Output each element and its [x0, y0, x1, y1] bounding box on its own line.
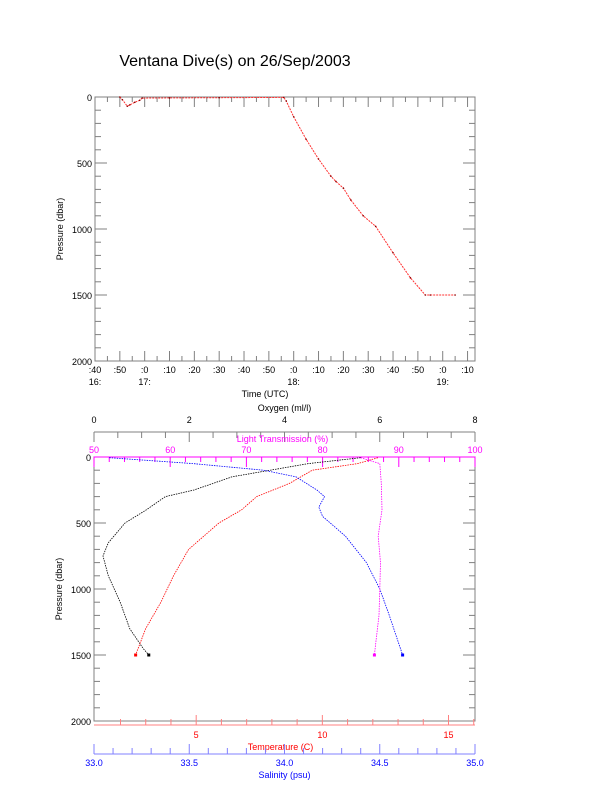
- x-tick-label: :0: [439, 365, 447, 375]
- track-point: [292, 116, 295, 118]
- figure-title: Ventana Dive(s) on 26/Sep/2003: [119, 53, 350, 70]
- y-tick-label: 500: [76, 519, 91, 529]
- track-point: [335, 180, 337, 183]
- oxygen-axis-label: Oxygen (ml/l): [258, 403, 312, 413]
- profile-chart: 0 500 1000 1500 2000 Pressure (dbar) 0 2 4 6 8 Oxyg…: [54, 403, 484, 780]
- temperature-end-marker: [134, 653, 138, 657]
- track-point: [218, 96, 220, 99]
- light-tick-label: 90: [394, 445, 404, 455]
- x-tick-label: :30: [362, 365, 375, 375]
- track-point: [362, 215, 365, 217]
- y-axis-label: Pressure (dbar): [54, 558, 64, 621]
- y-tick-label: 1000: [71, 585, 91, 595]
- plot-frame: [93, 456, 476, 722]
- y-tick-label: 1500: [71, 651, 91, 661]
- track-point: [392, 251, 394, 254]
- temperature-profile-line: [135, 457, 379, 656]
- salinity-tick-label: 35.0: [466, 758, 484, 768]
- oxygen-end-marker: [147, 653, 151, 657]
- x-tick-label: :50: [412, 365, 425, 375]
- x-tick-label: :50: [114, 365, 127, 375]
- x-hour-label: 17:: [138, 377, 151, 387]
- x-tick-label: :10: [312, 365, 325, 375]
- x-tick-label: :0: [290, 365, 298, 375]
- x-tick-label: :10: [461, 365, 474, 375]
- x-tick-label: :40: [238, 365, 251, 375]
- track-point: [424, 294, 427, 296]
- light-profile-line: [360, 457, 383, 656]
- x-hour-label: 18:: [287, 377, 300, 387]
- light-tick-label: 80: [318, 445, 328, 455]
- x-tick-label: :30: [213, 365, 226, 375]
- track-point: [128, 104, 131, 106]
- oxygen-tick-label: 8: [472, 415, 477, 425]
- x-axis-label: Time (UTC): [242, 389, 289, 399]
- salinity-end-marker: [401, 653, 405, 657]
- track-point: [350, 199, 352, 201]
- y-tick-label: 500: [77, 159, 92, 169]
- salinity-axis-label: Salinity (psu): [258, 770, 310, 780]
- salinity-tick-label: 33.0: [85, 758, 103, 768]
- y-tick-label: 1000: [72, 225, 92, 235]
- time-chart: 0 500 1000 1500 2000 Pressure (dbar) :40 16: :50…: [55, 93, 476, 399]
- light-tick-label: 60: [165, 445, 175, 455]
- light-tick-label: 50: [89, 445, 99, 455]
- track-point: [282, 96, 285, 99]
- oxygen-tick-label: 2: [187, 415, 192, 425]
- light-end-marker: [372, 653, 376, 657]
- x-tick-label: :20: [188, 365, 201, 375]
- track-point: [429, 294, 432, 296]
- y-tick-label: 2000: [72, 357, 92, 367]
- temperature-tick-label: 10: [317, 730, 327, 740]
- track-point: [121, 98, 124, 101]
- track-point: [138, 99, 141, 102]
- track-point: [126, 105, 129, 108]
- x-tick-label: :20: [337, 365, 350, 375]
- y-tick-label: 0: [86, 453, 91, 463]
- light-axis-label: Light Transmission (%): [237, 434, 329, 444]
- temperature-tick-label: 5: [194, 730, 199, 740]
- light-tick-label: 70: [241, 445, 251, 455]
- light-tick-label: 100: [467, 445, 482, 455]
- x-hour-label: 16:: [89, 377, 102, 387]
- salinity-tick-label: 33.5: [180, 758, 198, 768]
- x-hour-label: 19:: [436, 377, 449, 387]
- pressure-track-line: [119, 96, 456, 296]
- track-point: [317, 158, 320, 160]
- oxygen-tick-label: 4: [282, 415, 287, 425]
- track-point: [119, 96, 121, 98]
- oxygen-tick-label: 6: [377, 415, 382, 425]
- x-tick-label: :40: [387, 365, 400, 375]
- track-point: [305, 138, 307, 141]
- salinity-profile-line: [109, 457, 403, 656]
- track-point: [330, 175, 332, 177]
- salinity-tick-label: 34.0: [276, 758, 294, 768]
- track-point: [374, 225, 377, 228]
- y-axis-label: Pressure (dbar): [55, 198, 65, 261]
- plot-frame: [94, 96, 476, 362]
- temperature-axis-label: Temperature (C): [248, 742, 314, 752]
- y-tick-label: 1500: [72, 291, 92, 301]
- track-point: [168, 97, 171, 99]
- y-tick-label: 2000: [71, 717, 91, 727]
- salinity-tick-label: 34.5: [371, 758, 389, 768]
- oxygen-tick-label: 0: [91, 415, 96, 425]
- x-tick-label: :50: [263, 365, 276, 375]
- track-point: [285, 100, 288, 102]
- track-point: [342, 187, 345, 189]
- x-tick-label: :0: [141, 365, 149, 375]
- temperature-tick-label: 15: [443, 730, 453, 740]
- oxygen-profile-line: [102, 457, 361, 656]
- track-point: [409, 277, 412, 279]
- track-point: [141, 97, 143, 99]
- track-point: [454, 294, 456, 296]
- track-point: [133, 101, 136, 104]
- x-tick-label: :40: [89, 365, 102, 375]
- x-tick-label: :10: [163, 365, 176, 375]
- y-tick-label: 0: [87, 93, 92, 103]
